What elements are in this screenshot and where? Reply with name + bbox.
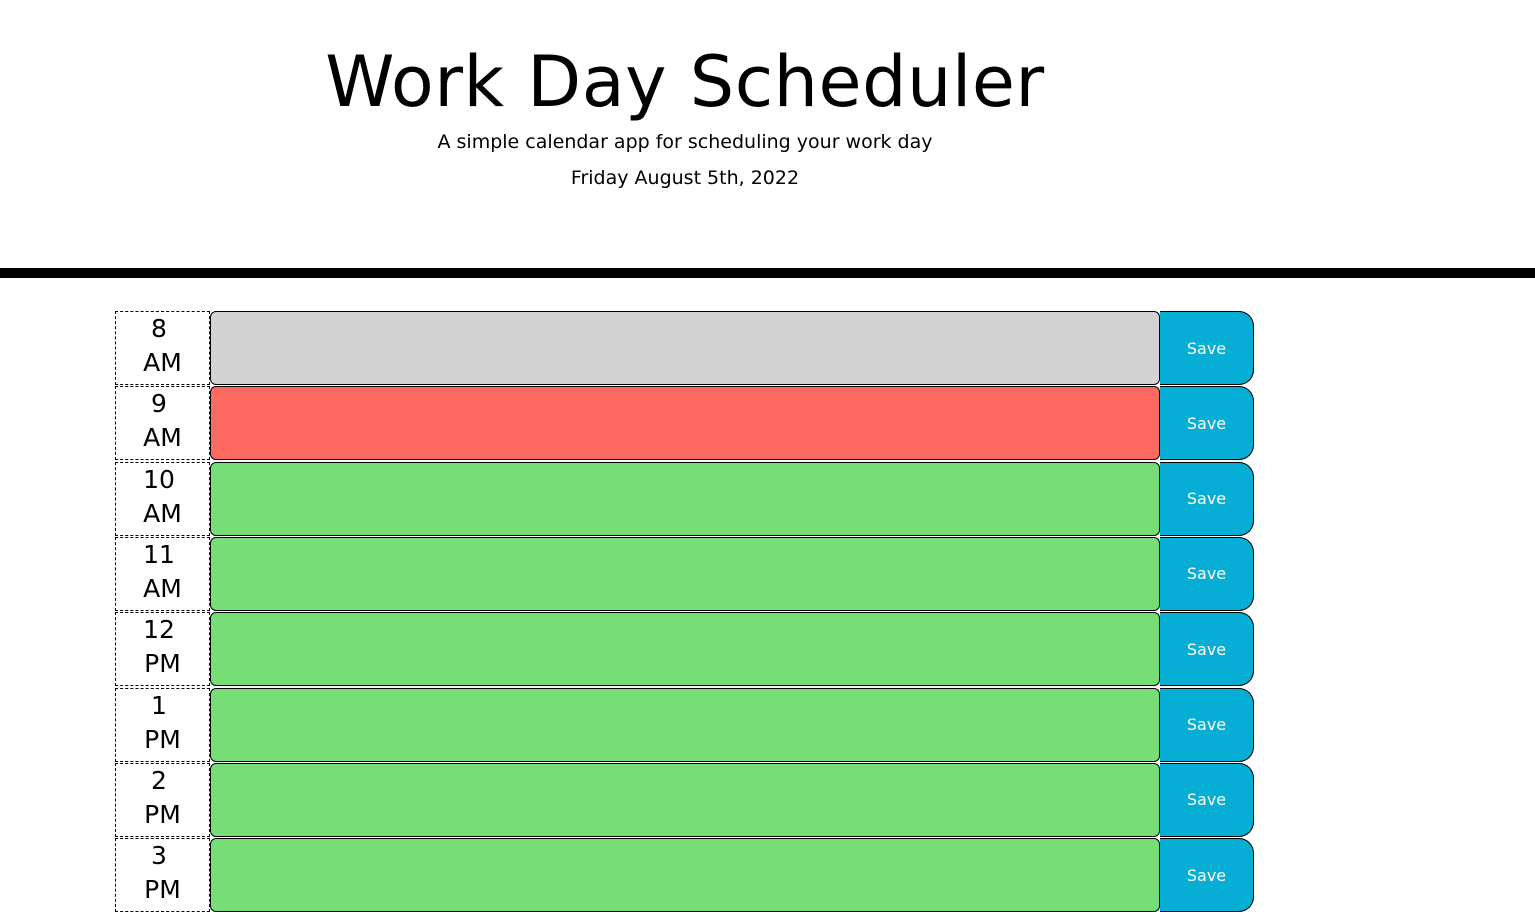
save-button[interactable]: Save	[1160, 461, 1254, 536]
save-button[interactable]: Save	[1160, 838, 1254, 912]
event-description-input[interactable]	[210, 461, 1160, 536]
timeblock-row: 1 PM Save	[115, 687, 1255, 762]
hour-number: 9	[151, 389, 167, 419]
event-description-input[interactable]	[210, 386, 1160, 461]
hour-label: 9 AM	[115, 386, 210, 461]
timeblock-row: 9 AM Save	[115, 386, 1255, 461]
hour-label: 1 PM	[115, 687, 210, 762]
save-button[interactable]: Save	[1160, 536, 1254, 611]
timeblock-row: 2 PM Save	[115, 762, 1255, 837]
save-button[interactable]: Save	[1160, 311, 1254, 385]
hour-number: 12	[143, 615, 175, 645]
save-button[interactable]: Save	[1160, 386, 1254, 461]
page-title: Work Day Scheduler	[325, 41, 1045, 123]
hour-label: 12 PM	[115, 612, 210, 687]
event-description-input[interactable]	[210, 762, 1160, 837]
timeblock-row: 3 PM Save	[115, 838, 1255, 912]
event-description-input[interactable]	[210, 687, 1160, 762]
hour-number: 11	[143, 539, 175, 569]
header: Work Day Scheduler A simple calendar app…	[0, 0, 1535, 278]
hour-number: 8	[151, 314, 167, 343]
event-description-input[interactable]	[210, 311, 1160, 385]
hour-label: 10 AM	[115, 461, 210, 536]
page-subtitle: A simple calendar app for scheduling you…	[437, 131, 933, 153]
hour-label: 3 PM	[115, 838, 210, 912]
save-button[interactable]: Save	[1160, 687, 1254, 762]
hour-label: 2 PM	[115, 762, 210, 837]
hour-period: AM	[143, 348, 182, 377]
hour-period: AM	[143, 498, 182, 528]
save-button[interactable]: Save	[1160, 762, 1254, 837]
save-button[interactable]: Save	[1160, 612, 1254, 687]
timeblock-row: 12 PM Save	[115, 612, 1255, 687]
timeblock-row: 11 AM Save	[115, 536, 1255, 611]
hour-number: 3	[151, 841, 167, 871]
hour-period: AM	[143, 423, 182, 453]
hour-label: 8 AM	[115, 311, 210, 385]
event-description-input[interactable]	[210, 838, 1160, 912]
hour-label: 11 AM	[115, 536, 210, 611]
hour-period: PM	[144, 724, 181, 754]
hour-number: 1	[151, 690, 167, 720]
event-description-input[interactable]	[210, 536, 1160, 611]
current-date: Friday August 5th, 2022	[570, 167, 800, 189]
hour-period: PM	[144, 799, 181, 829]
hour-period: AM	[143, 573, 182, 603]
timeblock-row: 10 AM Save	[115, 461, 1255, 536]
hour-number: 2	[151, 765, 167, 795]
hour-period: PM	[144, 875, 181, 905]
hour-number: 10	[143, 464, 175, 494]
timeblock-row: 8 AM Save	[115, 311, 1255, 385]
event-description-input[interactable]	[210, 612, 1160, 687]
hour-period: PM	[144, 649, 181, 679]
